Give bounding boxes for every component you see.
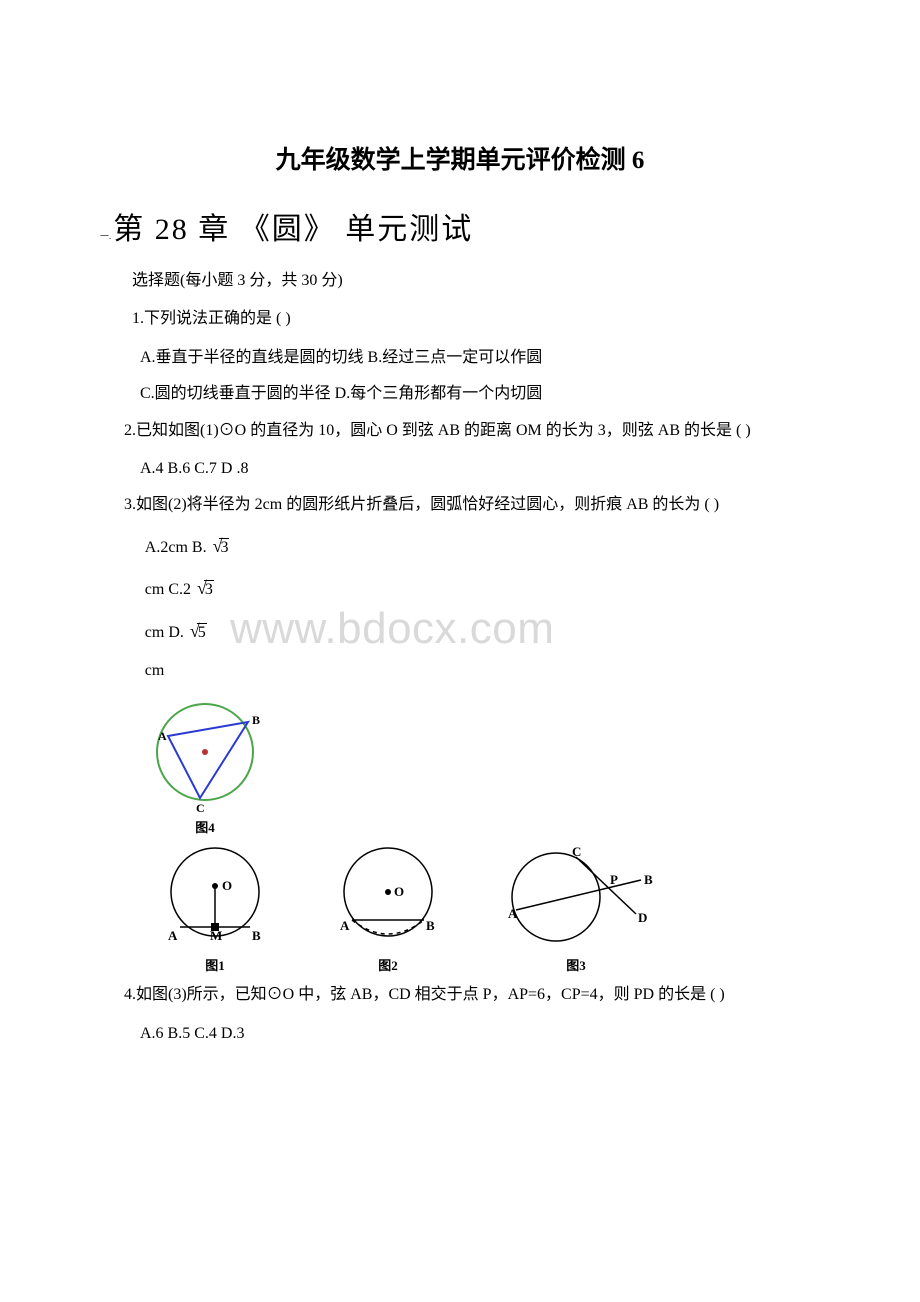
svg-text:A: A	[158, 729, 167, 743]
svg-text:A: A	[340, 918, 350, 933]
figure-1-label: 图1	[205, 955, 225, 974]
svg-text:O: O	[394, 884, 404, 899]
figure-2: O A B 图2	[308, 842, 468, 974]
svg-text:O: O	[222, 878, 232, 893]
svg-text:A: A	[508, 906, 518, 921]
svg-text:C: C	[572, 844, 581, 859]
svg-text:M: M	[210, 928, 222, 943]
figure-3-svg: A B C D P	[486, 842, 666, 952]
question-1: 1.下列说法正确的是 ( )	[100, 304, 820, 334]
question-3-option-ab: A.2cm B. √3	[100, 529, 820, 563]
q3-c-text: cm D.	[145, 624, 188, 641]
figure-2-label: 图2	[378, 955, 398, 974]
q3-d-text: cm	[145, 662, 165, 679]
sqrt-3-b: √3	[195, 571, 214, 605]
figure-4-row: A B C 图4	[140, 694, 820, 836]
figures-1-2-3-row: O A M B 图1 O A B 图2 A B C D P 图3	[140, 842, 820, 974]
section-number: 一.	[100, 229, 111, 242]
figure-4-svg: A B C	[140, 694, 270, 814]
svg-text:B: B	[644, 872, 653, 887]
figure-1: O A M B 图1	[140, 842, 290, 974]
sqrt-3-a: √3	[211, 529, 230, 563]
svg-text:B: B	[252, 713, 260, 727]
question-3-option-d: cm D. √5	[100, 614, 820, 648]
question-4-options: A.6 B.5 C.4 D.3	[100, 1019, 820, 1049]
svg-text:B: B	[252, 928, 261, 943]
question-3-option-c: cm C.2 √3	[100, 571, 820, 605]
svg-text:P: P	[610, 872, 618, 887]
figure-4: A B C 图4	[140, 694, 270, 836]
figure-3: A B C D P 图3	[486, 842, 666, 974]
question-3-option-d-unit: cm	[100, 656, 820, 686]
svg-text:D: D	[638, 910, 647, 925]
q3-b-text: cm C.2	[145, 581, 191, 598]
figure-2-svg: O A B	[308, 842, 468, 952]
question-3: 3.如图(2)将半径为 2cm 的圆形纸片折叠后，圆弧恰好经过圆心，则折痕 AB…	[100, 490, 820, 520]
section-instructions: 选择题(每小题 3 分，共 30 分)	[100, 266, 820, 296]
question-4: 4.如图(3)所示，已知⊙O 中，弦 AB，CD 相交于点 P，AP=6，CP=…	[100, 980, 820, 1010]
q3-a-text: A.2cm B.	[145, 539, 211, 556]
page-title: 九年级数学上学期单元评价检测 6	[100, 140, 820, 176]
figure-1-svg: O A M B	[140, 842, 290, 952]
question-2-options: A.4 B.6 C.7 D .8	[100, 454, 820, 484]
subtitle: 第 28 章 《圆》 单元测试	[113, 204, 473, 248]
svg-text:B: B	[426, 918, 435, 933]
question-2: 2.已知如图(1)⊙O 的直径为 10，圆心 O 到弦 AB 的距离 OM 的长…	[100, 416, 820, 446]
question-1-options-a: A.垂直于半径的直线是圆的切线 B.经过三点一定可以作圆	[100, 343, 820, 373]
figure-3-label: 图3	[566, 955, 586, 974]
sqrt-5: √5	[188, 614, 207, 648]
svg-text:A: A	[168, 928, 178, 943]
figure-4-label: 图4	[195, 817, 215, 836]
svg-text:C: C	[196, 801, 205, 814]
question-1-options-b: C.圆的切线垂直于圆的半径 D.每个三角形都有一个内切圆	[100, 379, 820, 409]
subtitle-row: 一. 第 28 章 《圆》 单元测试	[100, 204, 820, 248]
